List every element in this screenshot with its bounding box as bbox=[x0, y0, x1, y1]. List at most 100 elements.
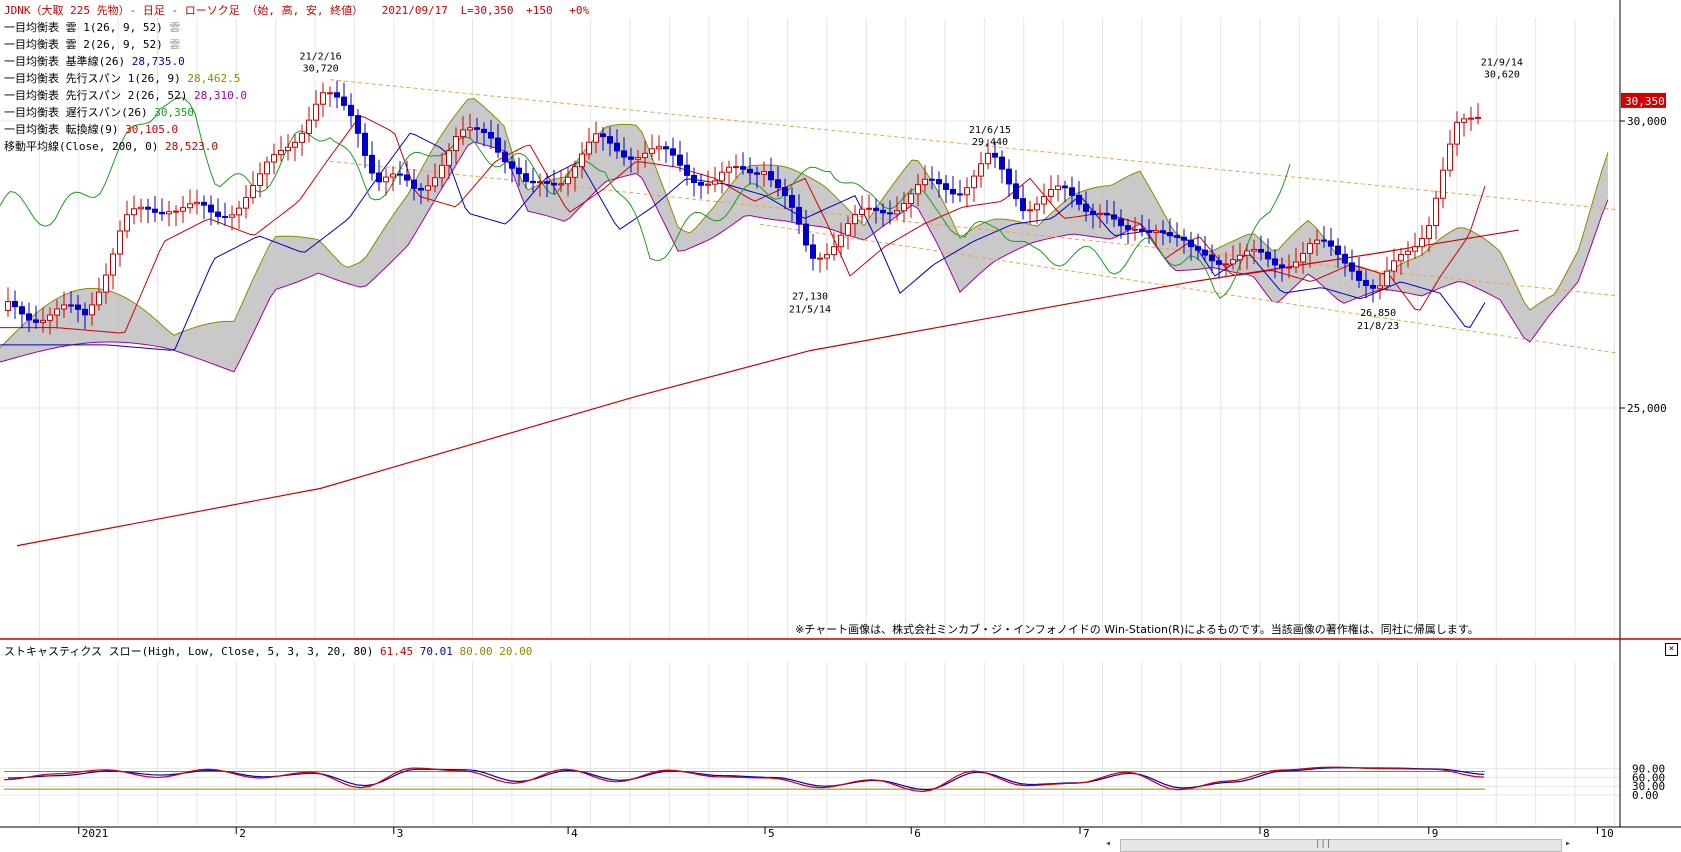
legend-value: 28,735.0 bbox=[131, 55, 185, 68]
candle-body bbox=[425, 185, 431, 191]
candle-body bbox=[1314, 239, 1320, 245]
last-price-label: 30,350 bbox=[1625, 95, 1665, 108]
axes: 30,000 25,000 30,350 2021 2 3 4 5 6 7 8 9 10 bbox=[78, 92, 1667, 840]
lagging-span-line bbox=[0, 96, 1291, 299]
chart-date: 2021/09/17 bbox=[381, 4, 448, 17]
candle-body bbox=[1279, 264, 1285, 269]
annotation-label: 21/8/23 bbox=[1357, 321, 1399, 332]
stochastic-tick-label: 60.00 bbox=[1632, 771, 1665, 784]
candle-body bbox=[1328, 240, 1334, 247]
cloud-band bbox=[0, 98, 1608, 372]
candle-body bbox=[320, 92, 326, 105]
candle-body bbox=[1062, 185, 1068, 189]
candle-body bbox=[40, 319, 46, 323]
candle-body bbox=[761, 171, 767, 175]
candle-body bbox=[495, 137, 501, 153]
candle-body bbox=[432, 177, 438, 187]
candle-body bbox=[691, 174, 697, 184]
candle-body bbox=[572, 166, 578, 178]
stochastic-label: ストキャスティクス スロー(High, Low, Close, 5, 3, 3,… bbox=[4, 645, 374, 658]
candle-body bbox=[201, 201, 207, 206]
month-tick-label: 2021 bbox=[82, 827, 109, 840]
candle-body bbox=[460, 129, 466, 138]
legend-value: 30,105.0 bbox=[125, 123, 179, 136]
candle-body bbox=[1461, 118, 1467, 123]
candle-body bbox=[117, 230, 123, 255]
candle-body bbox=[502, 151, 508, 163]
scroll-right-icon[interactable]: ▸ bbox=[1565, 838, 1572, 849]
legend-label: 移動平均線(Close, 200, 0) bbox=[4, 140, 165, 153]
candle-body bbox=[705, 183, 711, 186]
candle-body bbox=[1209, 254, 1215, 262]
candle-body bbox=[19, 306, 25, 315]
candle-body bbox=[1160, 230, 1166, 234]
price-change: +150 bbox=[526, 4, 553, 17]
legend-label: 一目均衡表 先行スパン 2(26, 52) bbox=[4, 89, 195, 102]
candle-body bbox=[1132, 228, 1138, 231]
candle-body bbox=[488, 132, 494, 139]
candle-body bbox=[523, 173, 529, 182]
legend-label: 一目均衡表 雲 2(26, 9, 52) bbox=[4, 38, 170, 51]
legend-label: 一目均衡表 転換線(9) bbox=[4, 123, 126, 136]
candle-body bbox=[656, 146, 662, 150]
candle-body bbox=[670, 148, 676, 156]
candle-body bbox=[47, 314, 53, 321]
candle-body bbox=[663, 146, 669, 150]
candle-body bbox=[327, 92, 333, 95]
candle-body bbox=[726, 166, 732, 173]
candle-body bbox=[957, 193, 963, 196]
stochastic-level-lower: 20.00 bbox=[499, 645, 533, 658]
candle-body bbox=[628, 156, 634, 160]
chart-title: JDNK（大取 225 先物）- 日足 - ローソク足 （始, 高, 安, 終値… bbox=[4, 4, 364, 17]
candle-body bbox=[852, 214, 858, 225]
annotation-label: 27,130 bbox=[792, 292, 828, 303]
candle-body bbox=[509, 161, 515, 169]
annotation-label: 30,720 bbox=[303, 64, 339, 75]
month-tick-label: 2 bbox=[239, 827, 246, 840]
scrollbar-grip-icon[interactable]: ||| bbox=[1315, 839, 1332, 849]
month-tick-label: 5 bbox=[768, 827, 775, 840]
candle-body bbox=[887, 212, 893, 215]
scroll-left-icon[interactable]: ◂ bbox=[1105, 838, 1112, 849]
legend-value: 28,310.0 bbox=[194, 89, 248, 102]
candle-body bbox=[803, 223, 809, 246]
candle-body bbox=[1125, 225, 1131, 231]
candlesticks bbox=[5, 80, 1481, 335]
candle-body bbox=[579, 153, 585, 168]
candle-body bbox=[418, 187, 424, 191]
month-tick-label: 7 bbox=[1083, 827, 1090, 840]
candle-body bbox=[1468, 117, 1474, 120]
annotation-label: 26,850 bbox=[1360, 308, 1396, 319]
candle-body bbox=[999, 156, 1005, 170]
annotation-label: 30,620 bbox=[1484, 69, 1520, 80]
close-panel-icon[interactable]: × bbox=[1665, 643, 1678, 656]
candle-body bbox=[1433, 197, 1439, 227]
candle-body bbox=[1293, 261, 1299, 268]
candle-body bbox=[985, 152, 991, 165]
candle-body bbox=[1034, 203, 1040, 211]
horizontal-scrollbar[interactable] bbox=[1120, 839, 1562, 852]
candle-body bbox=[551, 182, 557, 186]
candle-body bbox=[1412, 246, 1418, 252]
candle-body bbox=[369, 154, 375, 174]
candle-body bbox=[236, 207, 242, 216]
candle-body bbox=[1265, 251, 1271, 260]
candle-body bbox=[348, 104, 354, 117]
candle-body bbox=[1111, 214, 1117, 220]
candle-body bbox=[264, 161, 270, 175]
candle-body bbox=[166, 211, 172, 215]
candle-body bbox=[1223, 263, 1229, 266]
candle-body bbox=[600, 133, 606, 138]
candle-body bbox=[992, 152, 998, 158]
annotation-label: 21/5/14 bbox=[789, 305, 831, 316]
candle-body bbox=[138, 206, 144, 210]
candle-body bbox=[593, 133, 599, 143]
candle-body bbox=[341, 96, 347, 106]
candle-body bbox=[1006, 168, 1012, 185]
candle-body bbox=[131, 208, 137, 216]
candle-body bbox=[516, 167, 522, 175]
